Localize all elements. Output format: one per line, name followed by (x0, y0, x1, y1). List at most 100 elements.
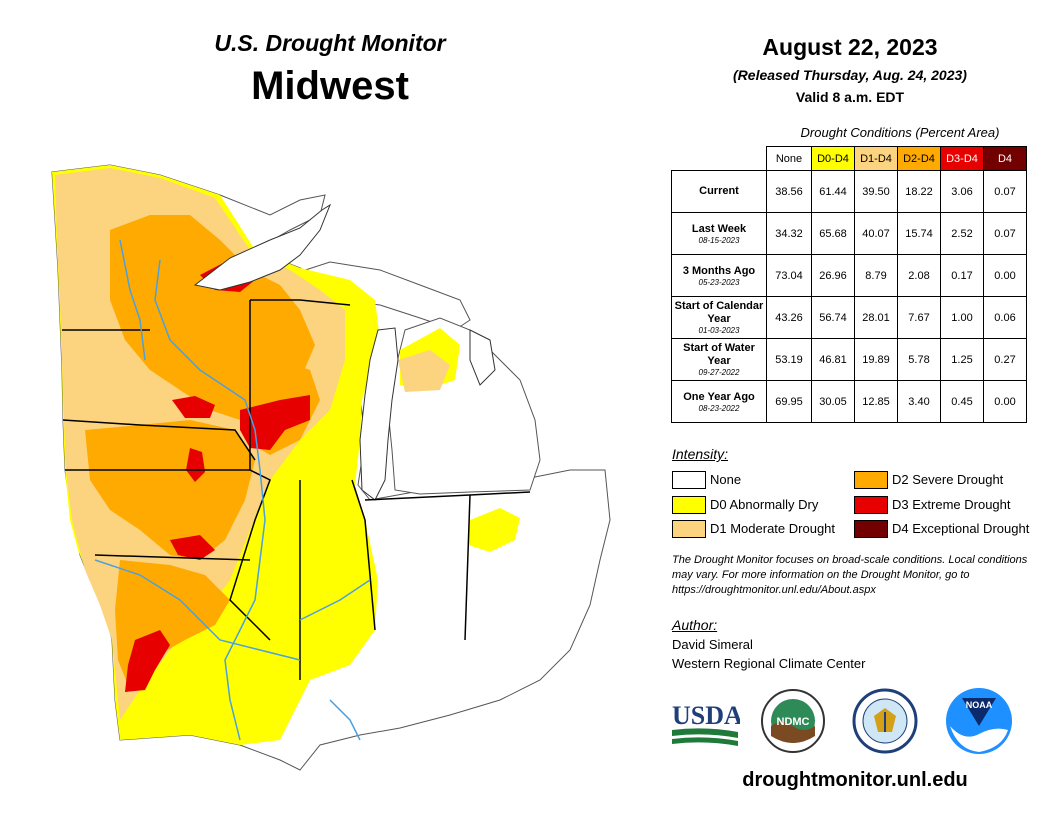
table-cell: 2.08 (897, 254, 941, 297)
table-cell: 56.74 (811, 296, 855, 339)
website-link[interactable]: droughtmonitor.unl.edu (742, 769, 968, 791)
col-header-d1-d4: D1-D4 (854, 146, 898, 171)
table-row: One Year Ago 08-23-2022 69.95 30.05 12.85 3.4… (671, 380, 1027, 423)
row-label: Start of Water Year 09-27-2022 (671, 338, 767, 381)
table-cell: 30.05 (811, 380, 855, 423)
table-cell: 0.17 (940, 254, 984, 297)
valid-time: Valid 8 a.m. EDT (795, 89, 905, 105)
legend-swatch (672, 496, 706, 514)
ndmc-logo: NDMC (761, 689, 825, 753)
row-label: Last Week 08-15-2023 (671, 212, 767, 255)
table-cell: 26.96 (811, 254, 855, 297)
table-row: Start of Water Year 09-27-2022 53.19 46.81 1… (671, 338, 1027, 381)
table-cell: 28.01 (854, 296, 898, 339)
row-label: Current (671, 170, 767, 213)
rivers (94, 239, 371, 741)
d3-region-ia (186, 448, 205, 482)
d3-region-mo (125, 630, 170, 692)
author-title: Author: (672, 617, 718, 633)
table-cell: 15.74 (897, 212, 941, 255)
table-cell: 43.26 (766, 296, 812, 339)
row-label-text: Start of Calendar Year (674, 300, 764, 325)
d1-region-mi (398, 350, 450, 392)
row-label-text: Last Week (691, 222, 747, 235)
legend-label: D4 Exceptional Drought (892, 521, 1030, 536)
table-header-row: None D0-D4 D1-D4 D2-D4 D3-D4 D4 (672, 146, 1027, 171)
legend-swatch (854, 520, 888, 538)
row-date: 05-23-2023 (698, 277, 740, 287)
table-cell: 18.22 (897, 170, 941, 213)
table-row: Start of Calendar Year 01-03-2023 43.26 56.… (671, 296, 1027, 339)
author-name: David Simeral (672, 637, 753, 652)
col-header-d0-d4: D0-D4 (811, 146, 855, 171)
table-cell: 19.89 (854, 338, 898, 381)
d3-region-mn-central (172, 396, 215, 418)
col-header-d2-d4: D2-D4 (897, 146, 941, 171)
row-label-text: Start of Water Year (683, 342, 755, 367)
table-cell: 73.04 (766, 254, 812, 297)
d3-region-wi (240, 395, 310, 450)
nidis-seal (852, 688, 918, 754)
col-header-none: None (766, 146, 812, 171)
d2-region-ia (85, 420, 255, 560)
map-subtitle: U.S. Drought Monitor (214, 30, 446, 56)
row-label-text: One Year Ago (683, 390, 755, 403)
table-cell: 0.07 (983, 170, 1027, 213)
legend-swatch (672, 471, 706, 489)
map-title: Midwest (251, 64, 409, 108)
table-cell: 3.06 (940, 170, 984, 213)
table-cell: 5.78 (897, 338, 941, 381)
table-cell: 1.00 (940, 296, 984, 339)
table-cell: 61.44 (811, 170, 855, 213)
noaa-logo: NOAA (946, 688, 1012, 754)
table-cell: 0.06 (983, 296, 1027, 339)
drought-map (51, 164, 611, 771)
table-cell: 3.40 (897, 380, 941, 423)
noaa-logo-text: NOAA (966, 700, 993, 710)
author-org: Western Regional Climate Center (672, 656, 866, 671)
table-cell: 34.32 (766, 212, 812, 255)
legend-label: D2 Severe Drought (892, 472, 1004, 487)
d0-region-ohio (468, 508, 520, 552)
d3-region-ia-south (170, 535, 215, 560)
row-label-text: Current (699, 185, 739, 197)
table-corner (672, 147, 767, 171)
table-cell: 0.27 (983, 338, 1027, 381)
ndmc-logo-text: NDMC (777, 716, 810, 728)
table-cell: 65.68 (811, 212, 855, 255)
row-label: One Year Ago 08-23-2022 (671, 380, 767, 423)
table-row: Current 38.56 61.44 39.50 18.22 3.06 0.07 (671, 170, 1027, 213)
date-title: August 22, 2023 (762, 34, 938, 60)
legend-title: Intensity: (672, 446, 729, 462)
row-date: 09-27-2022 (698, 368, 740, 377)
table-cell: 0.45 (940, 380, 984, 423)
row-label: Start of Calendar Year 01-03-2023 (671, 296, 767, 339)
usda-logo-text: USDA (672, 701, 740, 730)
table-caption: Drought Conditions (Percent Area) (800, 125, 1000, 140)
lake-michigan (359, 327, 399, 501)
table-cell: 39.50 (854, 170, 898, 213)
table-cell: 69.95 (766, 380, 812, 423)
table-cell: 1.25 (940, 338, 984, 381)
legend-label: None (710, 472, 742, 487)
table-cell: 12.85 (854, 380, 898, 423)
lake-superior (193, 203, 332, 291)
table-cell: 0.00 (983, 380, 1027, 423)
release-date: (Released Thursday, Aug. 24, 2023) (733, 67, 967, 83)
table-cell: 40.07 (854, 212, 898, 255)
legend-label: D1 Moderate Drought (710, 521, 836, 536)
col-header-d4: D4 (983, 146, 1027, 171)
legend-swatch (672, 520, 706, 538)
usda-logo: USDA (672, 701, 740, 746)
table-cell: 53.19 (766, 338, 812, 381)
row-date: 01-03-2023 (698, 326, 740, 335)
table-cell: 7.67 (897, 296, 941, 339)
lake-huron (469, 329, 496, 386)
drought-monitor-note: The Drought Monitor focuses on broad-sca… (672, 554, 1028, 596)
table-cell: 46.81 (811, 338, 855, 381)
row-date: 08-15-2023 (698, 235, 740, 245)
table-cell: 2.52 (940, 212, 984, 255)
row-label-text: 3 Months Ago (682, 264, 756, 277)
table-row: Last Week 08-15-2023 34.32 65.68 40.07 15.74 2… (671, 212, 1027, 255)
state-borders (62, 299, 531, 680)
